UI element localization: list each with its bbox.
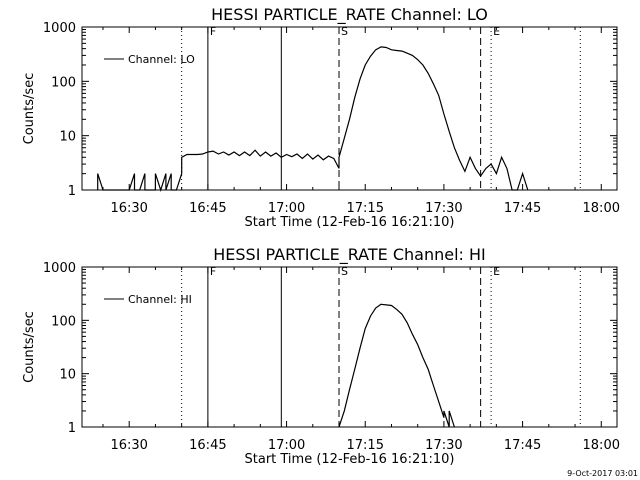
y-tick-label: 10 — [59, 130, 76, 145]
marker-label: S — [341, 265, 348, 278]
x-tick-label: 17:15 — [347, 438, 384, 453]
chart-title: HESSI PARTICLE_RATE Channel: HI — [213, 245, 486, 265]
y-axis-label: Counts/sec — [22, 73, 37, 145]
x-tick-label: 17:30 — [425, 201, 462, 216]
x-tick-label: 16:30 — [110, 438, 147, 453]
marker-label: E — [493, 25, 500, 38]
y-axis-label: Counts/sec — [22, 311, 37, 383]
y-tick-label: 1000 — [43, 261, 76, 276]
x-tick-label: 17:00 — [268, 438, 305, 453]
x-axis-label: Start Time (12-Feb-16 16:21:10) — [245, 452, 455, 467]
y-tick-label: 1000 — [43, 21, 76, 36]
legend-label: Channel: LO — [128, 53, 195, 66]
y-tick-label: 1 — [68, 421, 76, 436]
x-tick-label: 17:45 — [504, 201, 541, 216]
x-tick-label: 16:45 — [189, 201, 226, 216]
panel-lo-channel: HESSI PARTICLE_RATE Channel: LO Start Ti… — [22, 5, 620, 230]
chart-title: HESSI PARTICLE_RATE Channel: LO — [211, 5, 488, 25]
x-tick-label: 16:30 — [110, 201, 147, 216]
x-tick-label: 17:15 — [347, 201, 384, 216]
plot-frame — [81, 266, 618, 428]
y-tick-label: 1 — [68, 184, 76, 199]
x-tick-label: 17:30 — [425, 438, 462, 453]
x-tick-label: 18:00 — [583, 438, 620, 453]
marker-label: F — [210, 265, 216, 278]
x-tick-label: 17:00 — [268, 201, 305, 216]
marker-label: S — [341, 25, 348, 38]
legend-label: Channel: HI — [128, 293, 192, 306]
x-tick-label: 18:00 — [583, 201, 620, 216]
footer-timestamp: 9-Oct-2017 03:01 — [567, 469, 638, 478]
series-line — [338, 303, 455, 428]
y-tick-label: 100 — [51, 314, 76, 329]
series-line — [97, 46, 529, 192]
x-tick-label: 17:45 — [504, 438, 541, 453]
panel-hi-channel: HESSI PARTICLE_RATE Channel: HI Start Ti… — [22, 245, 620, 467]
y-tick-label: 100 — [51, 75, 76, 90]
y-tick-label: 10 — [59, 368, 76, 383]
marker-label: F — [210, 25, 216, 38]
x-tick-label: 16:45 — [189, 438, 226, 453]
plot-frame — [81, 26, 618, 191]
marker-label: E — [493, 265, 500, 278]
x-axis-label: Start Time (12-Feb-16 16:21:10) — [245, 215, 455, 230]
